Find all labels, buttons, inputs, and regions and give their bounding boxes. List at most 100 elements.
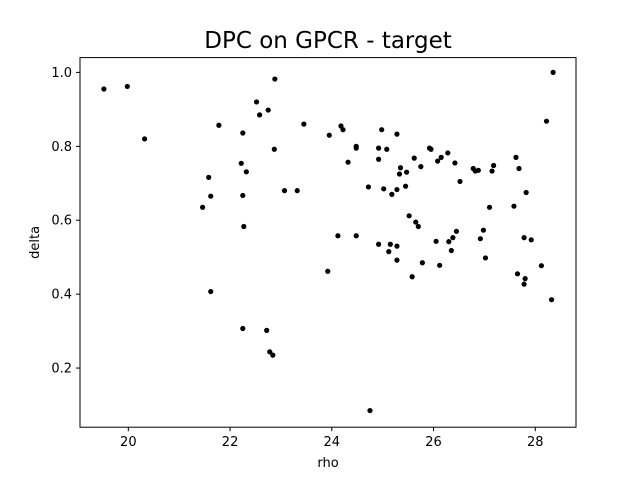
x-tick-label: 26 — [425, 435, 442, 450]
data-point-51 — [402, 183, 409, 189]
data-point-32 — [353, 145, 359, 151]
data-point-33 — [353, 233, 359, 239]
data-point-13 — [240, 325, 246, 332]
data-point-0 — [101, 86, 107, 92]
data-point-58 — [419, 260, 425, 266]
data-point-20 — [272, 76, 278, 82]
data-point-64 — [437, 262, 443, 268]
data-point-4 — [206, 174, 212, 180]
data-point-27 — [335, 233, 341, 239]
data-point-68 — [448, 247, 454, 254]
data-point-17 — [264, 327, 270, 333]
data-point-81 — [490, 162, 497, 169]
x-tick-label: 22 — [222, 435, 239, 450]
data-point-9 — [240, 130, 246, 136]
points-layer — [101, 69, 556, 414]
data-point-75 — [475, 167, 481, 173]
data-point-25 — [325, 268, 331, 274]
data-point-93 — [548, 297, 555, 303]
data-point-49 — [396, 171, 403, 177]
data-point-61 — [428, 146, 434, 152]
data-point-23 — [294, 188, 300, 194]
y-axis-label: delta — [28, 226, 43, 259]
data-point-24 — [301, 121, 307, 127]
data-point-79 — [486, 204, 493, 210]
data-point-3 — [200, 204, 206, 210]
data-point-21 — [271, 146, 277, 152]
data-point-30 — [345, 159, 351, 165]
x-axis-ticks: 20 22 24 26 28 — [120, 427, 544, 450]
data-point-59 — [418, 164, 424, 170]
y-tick-label: 0.4 — [51, 288, 72, 303]
data-point-89 — [523, 189, 529, 196]
data-point-90 — [528, 237, 534, 243]
data-point-53 — [406, 213, 412, 219]
data-point-66 — [445, 150, 451, 156]
data-point-63 — [435, 158, 441, 164]
data-point-40 — [381, 186, 387, 192]
data-point-85 — [516, 165, 522, 172]
data-point-87 — [521, 281, 527, 287]
data-point-41 — [384, 146, 390, 152]
data-point-6 — [208, 288, 214, 295]
data-point-94 — [550, 69, 556, 75]
y-tick-label: 0.2 — [51, 362, 72, 377]
data-point-88 — [522, 276, 528, 282]
data-point-11 — [241, 223, 247, 230]
x-axis-label: rho — [317, 456, 338, 471]
data-point-44 — [389, 191, 395, 197]
data-point-14 — [253, 99, 260, 105]
data-point-42 — [386, 249, 392, 255]
data-point-26 — [326, 132, 332, 138]
data-point-82 — [511, 203, 517, 209]
data-point-36 — [376, 145, 382, 151]
y-tick-label: 0.6 — [51, 214, 72, 229]
data-point-46 — [394, 186, 400, 193]
data-point-37 — [376, 156, 382, 162]
data-point-8 — [238, 160, 244, 166]
data-point-65 — [438, 154, 444, 160]
data-point-52 — [404, 169, 410, 175]
data-point-50 — [397, 165, 404, 171]
data-point-69 — [450, 235, 456, 241]
data-point-18 — [267, 349, 273, 355]
y-tick-label: 0.8 — [51, 140, 72, 155]
data-point-72 — [457, 178, 463, 185]
data-point-84 — [514, 271, 521, 277]
data-point-7 — [216, 122, 222, 128]
data-point-19 — [270, 352, 276, 358]
data-point-77 — [480, 227, 487, 233]
data-point-39 — [379, 127, 385, 133]
data-point-45 — [394, 131, 400, 137]
data-point-91 — [538, 263, 545, 269]
data-point-83 — [513, 154, 519, 160]
x-tick-label: 28 — [527, 435, 544, 450]
data-point-76 — [477, 236, 483, 242]
y-axis-ticks: 0.2 0.4 0.6 0.8 1.0 — [51, 66, 80, 377]
data-point-38 — [376, 241, 382, 247]
data-point-56 — [413, 219, 419, 225]
data-point-22 — [281, 188, 288, 194]
data-point-57 — [415, 223, 421, 230]
x-tick-label: 24 — [324, 435, 341, 450]
data-point-10 — [240, 192, 246, 199]
data-point-54 — [409, 274, 415, 280]
data-point-43 — [387, 241, 393, 247]
data-point-2 — [142, 136, 148, 142]
data-point-35 — [367, 407, 373, 414]
chart-title: DPC on GPCR - target — [204, 28, 452, 54]
plot-frame — [79, 57, 577, 428]
data-point-80 — [489, 168, 495, 174]
data-point-71 — [453, 228, 460, 234]
y-tick-label: 1.0 — [51, 66, 72, 81]
data-point-92 — [543, 118, 550, 124]
data-point-34 — [365, 184, 372, 190]
data-point-62 — [433, 238, 439, 244]
data-point-67 — [446, 239, 452, 245]
data-point-1 — [124, 83, 130, 90]
data-point-86 — [521, 235, 527, 241]
data-point-48 — [394, 257, 400, 263]
data-point-15 — [256, 112, 263, 118]
data-point-5 — [208, 193, 214, 199]
